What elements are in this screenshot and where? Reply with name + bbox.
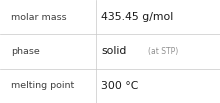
Text: melting point: melting point [11, 81, 74, 90]
Text: solid: solid [101, 46, 126, 57]
Text: phase: phase [11, 47, 40, 56]
Text: 435.45 g/mol: 435.45 g/mol [101, 12, 173, 22]
Text: molar mass: molar mass [11, 13, 67, 22]
Text: 300 °C: 300 °C [101, 81, 139, 91]
Text: (at STP): (at STP) [148, 47, 178, 56]
